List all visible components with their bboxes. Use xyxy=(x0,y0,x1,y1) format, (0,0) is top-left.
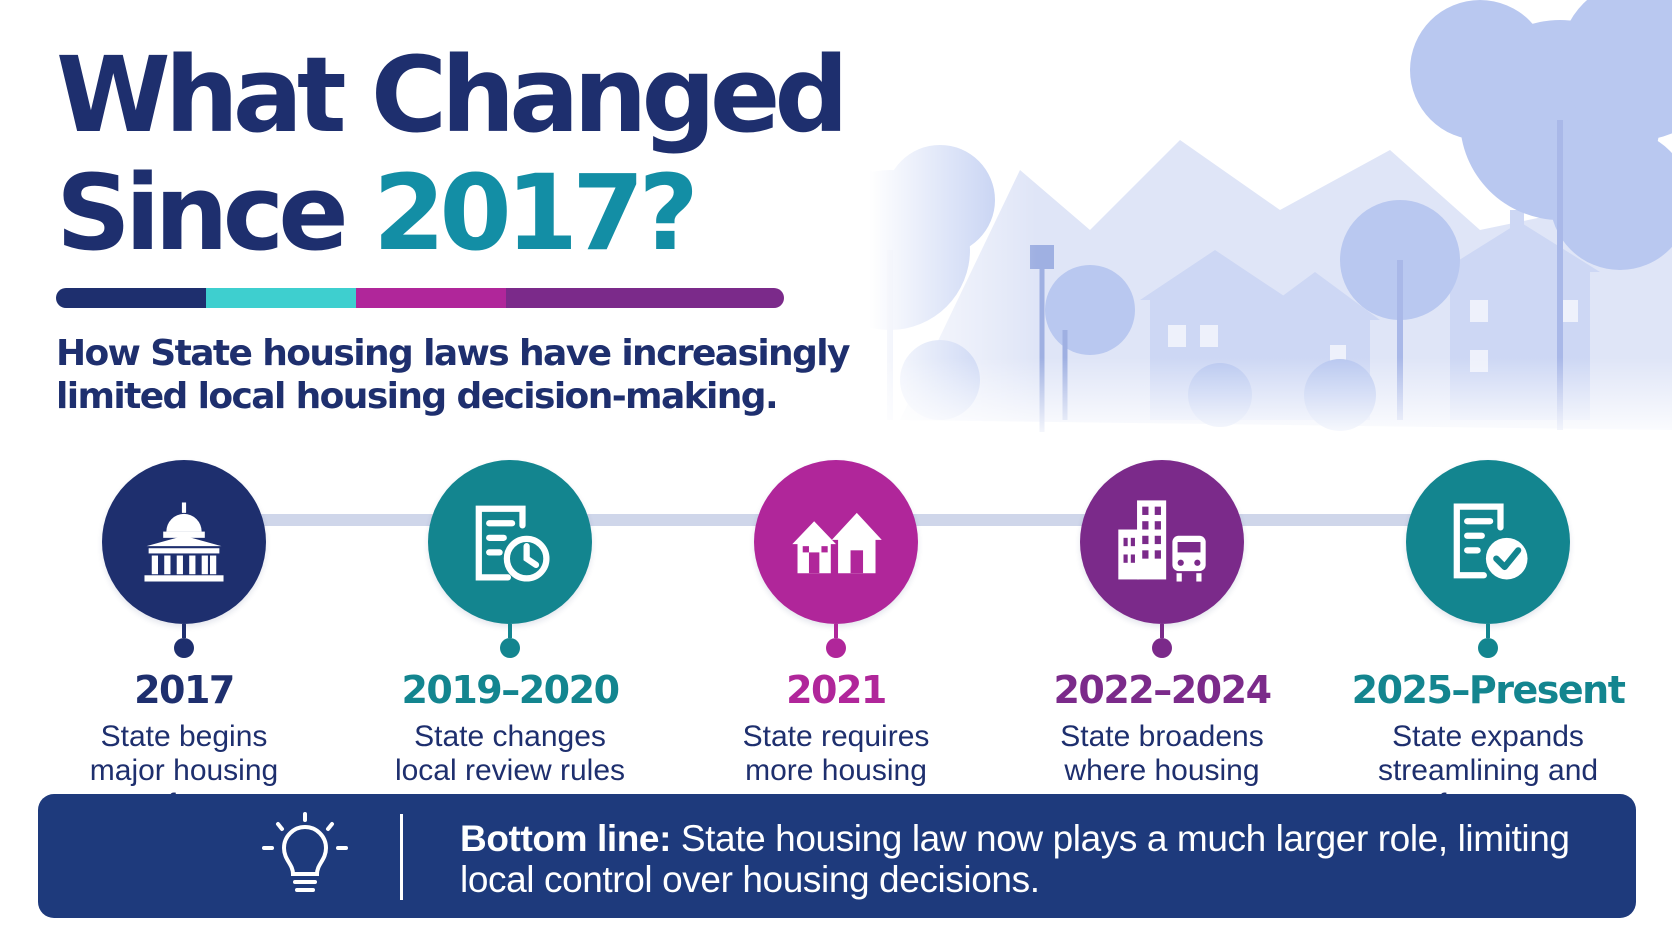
buildings-train-icon xyxy=(1118,500,1206,582)
page-title: What Changed Since 2017? xyxy=(56,34,849,274)
milestone-description: State changes local review rules xyxy=(394,720,626,787)
houses-icon xyxy=(792,512,882,574)
milestone-circle xyxy=(1406,460,1570,624)
milestone-circle xyxy=(102,460,266,624)
document-check-icon xyxy=(1453,503,1528,580)
title-year-accent: 2017? xyxy=(372,152,699,274)
milestone-circle xyxy=(1080,460,1244,624)
banner-divider xyxy=(400,814,403,900)
document-clock-icon xyxy=(475,505,550,582)
milestone-year: 2019–2020 xyxy=(401,668,620,712)
bottom-line-body: State housing law now plays a much large… xyxy=(460,818,1570,900)
timeline-milestone-2025-present: 2025–Present State expands streamlining … xyxy=(1328,460,1648,822)
page-subtitle: How State housing laws have increasingly… xyxy=(56,333,850,417)
milestone-description: State expands streamlining and enforceme… xyxy=(1377,720,1599,821)
timeline-milestone-2017: 2017 State begins major housing reform xyxy=(24,460,344,822)
bottom-line-text: Bottom line: State housing law now plays… xyxy=(460,818,1620,900)
timeline-milestone-2021: 2021 State requires more housing types xyxy=(676,460,996,822)
timeline-milestone-2019-2020: 2019–2020 State changes local review rul… xyxy=(350,460,670,788)
title-line-1: What Changed xyxy=(56,34,849,156)
milestone-circle xyxy=(754,460,918,624)
milestone-year: 2025–Present xyxy=(1351,668,1626,712)
milestone-year: 2021 xyxy=(786,668,887,712)
milestone-year: 2022–2024 xyxy=(1053,668,1272,712)
lightbulb-icon xyxy=(262,812,348,892)
timeline-milestone-2022-2024: 2022–2024 State broadens where housing m… xyxy=(1002,460,1322,822)
title-line-2: Since xyxy=(56,152,373,274)
bottom-line-banner: Bottom line: State housing law now plays… xyxy=(38,794,1636,918)
milestone-year: 2017 xyxy=(134,668,235,712)
bottom-line-label: Bottom line: xyxy=(460,818,672,859)
capitol-building-icon xyxy=(144,502,224,582)
milestone-circle xyxy=(428,460,592,624)
title-underline-bar xyxy=(56,288,784,308)
